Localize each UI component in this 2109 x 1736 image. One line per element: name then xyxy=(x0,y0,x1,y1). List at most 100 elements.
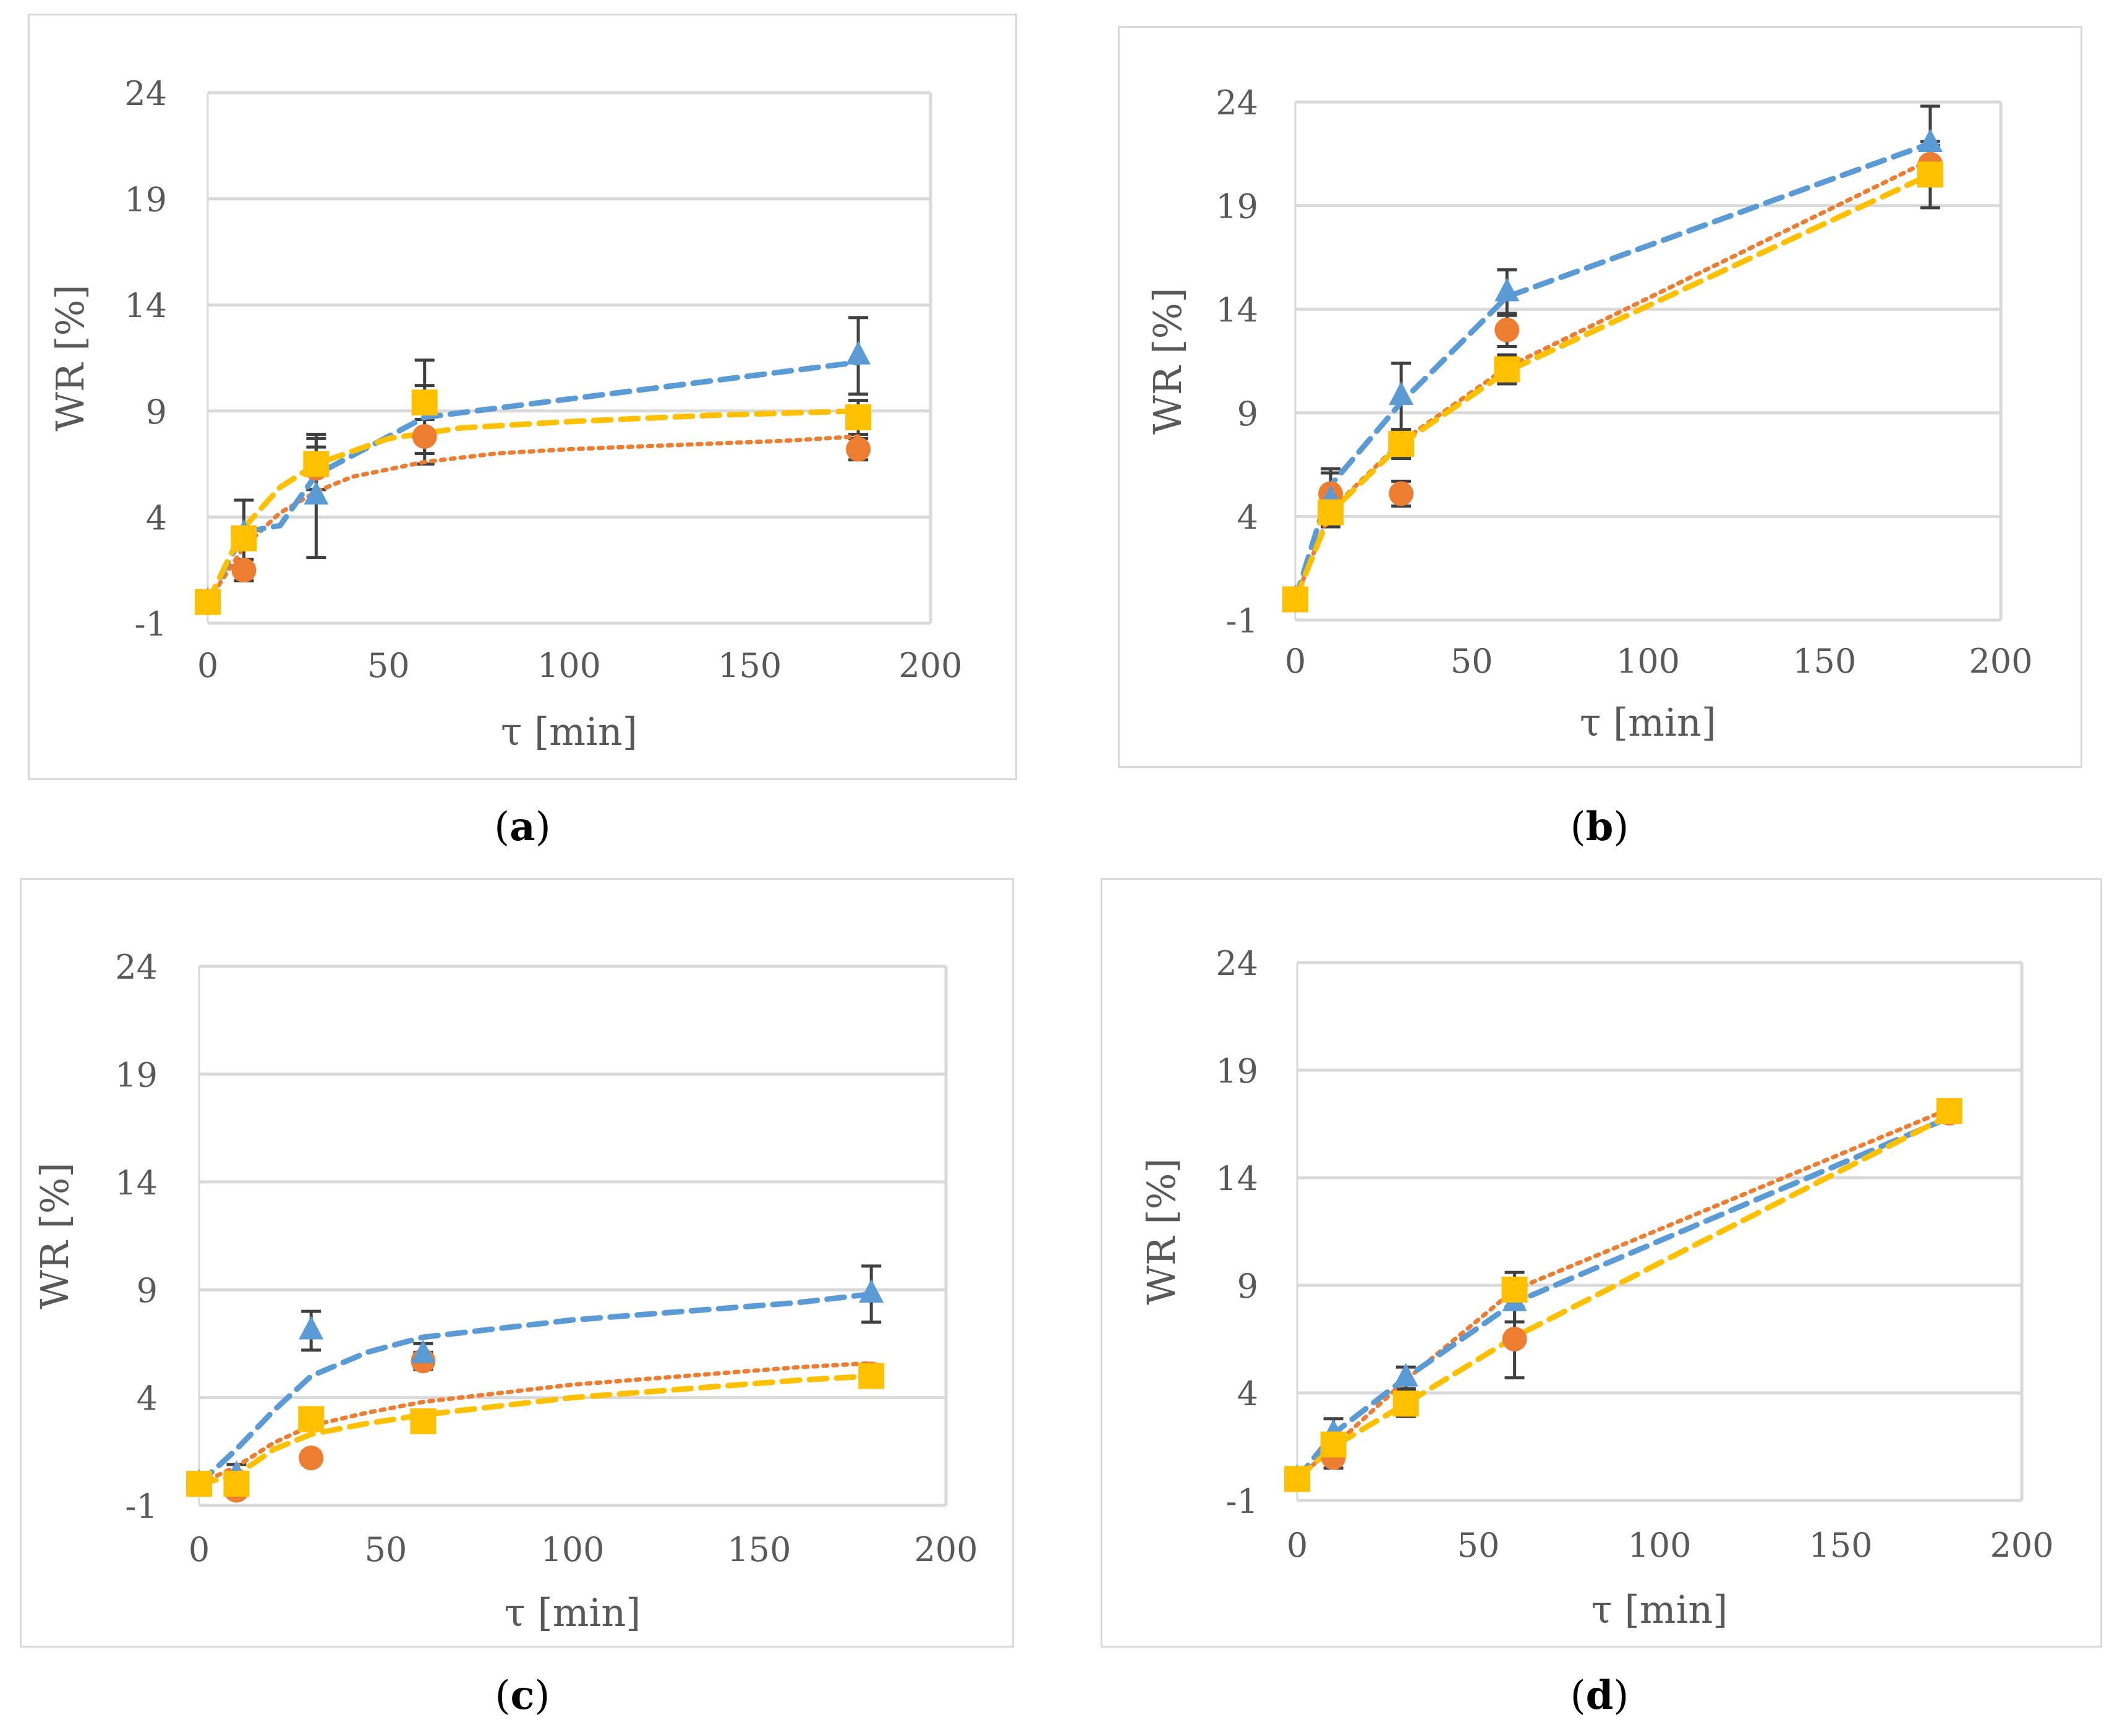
series2-point xyxy=(1389,381,1414,405)
series2-point xyxy=(411,1339,436,1363)
series1-trendline xyxy=(197,1361,874,1486)
panel-label-c: (c) xyxy=(495,1672,550,1719)
series3-point xyxy=(1318,499,1344,525)
y-tick-label: 9 xyxy=(137,1271,158,1310)
series1-point xyxy=(1502,1327,1527,1351)
x-tick-label: 50 xyxy=(1457,1526,1500,1565)
series3-point xyxy=(411,389,438,416)
series3-point xyxy=(1320,1431,1347,1458)
series1-trendline xyxy=(205,434,861,605)
x-tick-label: 100 xyxy=(1627,1526,1691,1565)
series3-trendline xyxy=(1294,1112,1953,1482)
series3-point xyxy=(231,525,257,551)
x-tick-label: 100 xyxy=(540,1530,604,1569)
x-tick-label: 150 xyxy=(727,1530,791,1569)
y-tick-label: 4 xyxy=(1237,498,1258,537)
chart-frame-d xyxy=(1101,878,2102,1648)
y-tick-label: 14 xyxy=(1216,291,1258,330)
series3-point xyxy=(1282,586,1308,613)
x-tick-label: 0 xyxy=(1285,642,1306,681)
x-tick-label: 150 xyxy=(1792,642,1856,681)
y-tick-label: -1 xyxy=(1225,1482,1258,1521)
y-tick-label: 24 xyxy=(1216,83,1258,122)
series1-point xyxy=(1389,481,1414,506)
y-tick-label: 14 xyxy=(1216,1159,1258,1198)
y-tick-label: 9 xyxy=(1237,394,1258,433)
x-tick-label: 150 xyxy=(718,646,782,685)
series2-point xyxy=(1917,129,1943,153)
y-axis-label: WR [%] xyxy=(48,284,93,431)
x-tick-label: 200 xyxy=(898,646,962,685)
series3-point xyxy=(303,451,330,477)
series3-point xyxy=(223,1471,250,1497)
series1-point xyxy=(846,436,871,462)
y-tick-label: 24 xyxy=(115,948,158,987)
x-tick-label: 0 xyxy=(1287,1526,1308,1565)
x-tick-label: 0 xyxy=(197,646,218,685)
x-tick-label: 150 xyxy=(1809,1526,1872,1565)
series3-point xyxy=(858,1363,885,1389)
y-axis-label: WR [%] xyxy=(32,1162,77,1309)
series2-trendline xyxy=(1294,1115,1953,1482)
series3-point xyxy=(1501,1276,1528,1303)
x-tick-label: 100 xyxy=(1616,642,1680,681)
series1-point xyxy=(231,558,257,583)
series3-point xyxy=(195,589,221,615)
y-axis-label: WR [%] xyxy=(1145,287,1190,434)
y-tick-label: 19 xyxy=(1216,1052,1258,1091)
x-axis-label: τ [min] xyxy=(1580,700,1716,745)
x-axis-label: τ [min] xyxy=(1591,1587,1728,1632)
y-tick-label: 14 xyxy=(115,1164,158,1202)
y-tick-label: -1 xyxy=(134,605,167,644)
series3-point xyxy=(1388,431,1415,457)
y-tick-label: 4 xyxy=(146,498,167,537)
panel-label-d: (d) xyxy=(1570,1672,1629,1719)
x-tick-label: 200 xyxy=(1969,642,2032,681)
y-tick-label: 4 xyxy=(1237,1374,1258,1413)
series3-point xyxy=(1917,161,1943,188)
y-tick-label: 9 xyxy=(146,393,167,432)
series3-trendline xyxy=(205,408,861,605)
series2-point xyxy=(1393,1363,1418,1387)
x-tick-label: 100 xyxy=(537,646,601,685)
x-tick-label: 200 xyxy=(914,1530,978,1569)
series2-point xyxy=(846,341,871,365)
series1-point xyxy=(412,423,437,449)
chart-frame-a xyxy=(28,14,1017,780)
series2-trendline xyxy=(196,1291,874,1487)
series3-point xyxy=(1284,1466,1310,1492)
x-axis-label: τ [min] xyxy=(501,709,637,754)
panel-label-b: (b) xyxy=(1570,804,1629,850)
series3-point xyxy=(845,404,872,431)
panel-label-a: (a) xyxy=(494,804,551,850)
y-tick-label: 24 xyxy=(1216,944,1258,983)
y-tick-label: 19 xyxy=(1216,187,1258,226)
series3-point xyxy=(186,1471,212,1497)
series1-point xyxy=(299,1445,324,1471)
series3-point xyxy=(410,1408,437,1434)
y-tick-label: -1 xyxy=(125,1487,158,1526)
series2-point xyxy=(859,1279,884,1303)
x-tick-label: 50 xyxy=(365,1530,407,1569)
y-tick-label: 14 xyxy=(124,286,167,325)
y-axis-label: WR [%] xyxy=(1139,1158,1184,1304)
x-tick-label: 200 xyxy=(1990,1526,2053,1565)
y-tick-label: 4 xyxy=(137,1379,158,1418)
x-tick-label: 50 xyxy=(1451,642,1493,681)
y-tick-label: -1 xyxy=(1225,602,1258,640)
y-tick-label: 9 xyxy=(1237,1267,1258,1306)
series3-point xyxy=(1936,1098,1962,1125)
x-tick-label: 50 xyxy=(367,646,410,685)
series3-point xyxy=(1494,356,1520,383)
series2-point xyxy=(1494,278,1520,302)
x-axis-label: τ [min] xyxy=(505,1590,641,1635)
series1-point xyxy=(1494,317,1520,343)
x-tick-label: 0 xyxy=(189,1530,210,1569)
series2-point xyxy=(299,1316,324,1340)
y-tick-label: 24 xyxy=(124,74,167,113)
chart-frame-c xyxy=(20,878,1014,1648)
